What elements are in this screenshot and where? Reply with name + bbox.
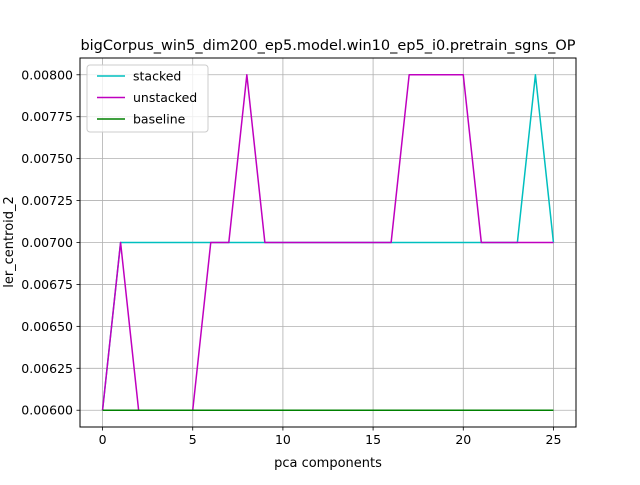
x-tick-label: 20 bbox=[455, 432, 471, 447]
x-tick-label: 15 bbox=[365, 432, 381, 447]
x-tick-label: 25 bbox=[546, 432, 562, 447]
x-tick-label: 0 bbox=[99, 432, 107, 447]
y-tick-label: 0.00800 bbox=[21, 67, 73, 82]
y-tick-label: 0.00750 bbox=[21, 151, 73, 166]
legend-box bbox=[86, 64, 209, 133]
x-tick-label: 10 bbox=[275, 432, 291, 447]
legend: stacked unstacked baseline bbox=[86, 64, 209, 133]
series-lines bbox=[101, 74, 555, 411]
y-tick-label: 0.00775 bbox=[21, 109, 73, 124]
x-axis-label: pca components bbox=[274, 456, 382, 471]
legend-label-baseline: baseline bbox=[133, 112, 186, 127]
y-tick-label: 0.00675 bbox=[21, 277, 73, 292]
y-tick-label: 0.00600 bbox=[21, 403, 73, 418]
y-axis-ticks: 0.00600 0.00625 0.00650 0.00675 0.00700 0.007… bbox=[21, 67, 80, 418]
legend-label-unstacked: unstacked bbox=[133, 90, 197, 105]
chart-title: bigCorpus_win5_dim200_ep5.model.win10_ep… bbox=[80, 38, 575, 54]
y-tick-label: 0.00650 bbox=[21, 319, 73, 334]
legend-label-stacked: stacked bbox=[133, 69, 181, 84]
y-tick-label: 0.00725 bbox=[21, 193, 73, 208]
x-tick-label: 5 bbox=[189, 432, 197, 447]
x-axis-ticks: 0 5 10 15 20 25 bbox=[99, 427, 562, 447]
y-tick-label: 0.00625 bbox=[21, 361, 73, 376]
y-tick-label: 0.00700 bbox=[21, 235, 73, 250]
y-axis-label: ler_centroid_2 bbox=[2, 196, 17, 288]
